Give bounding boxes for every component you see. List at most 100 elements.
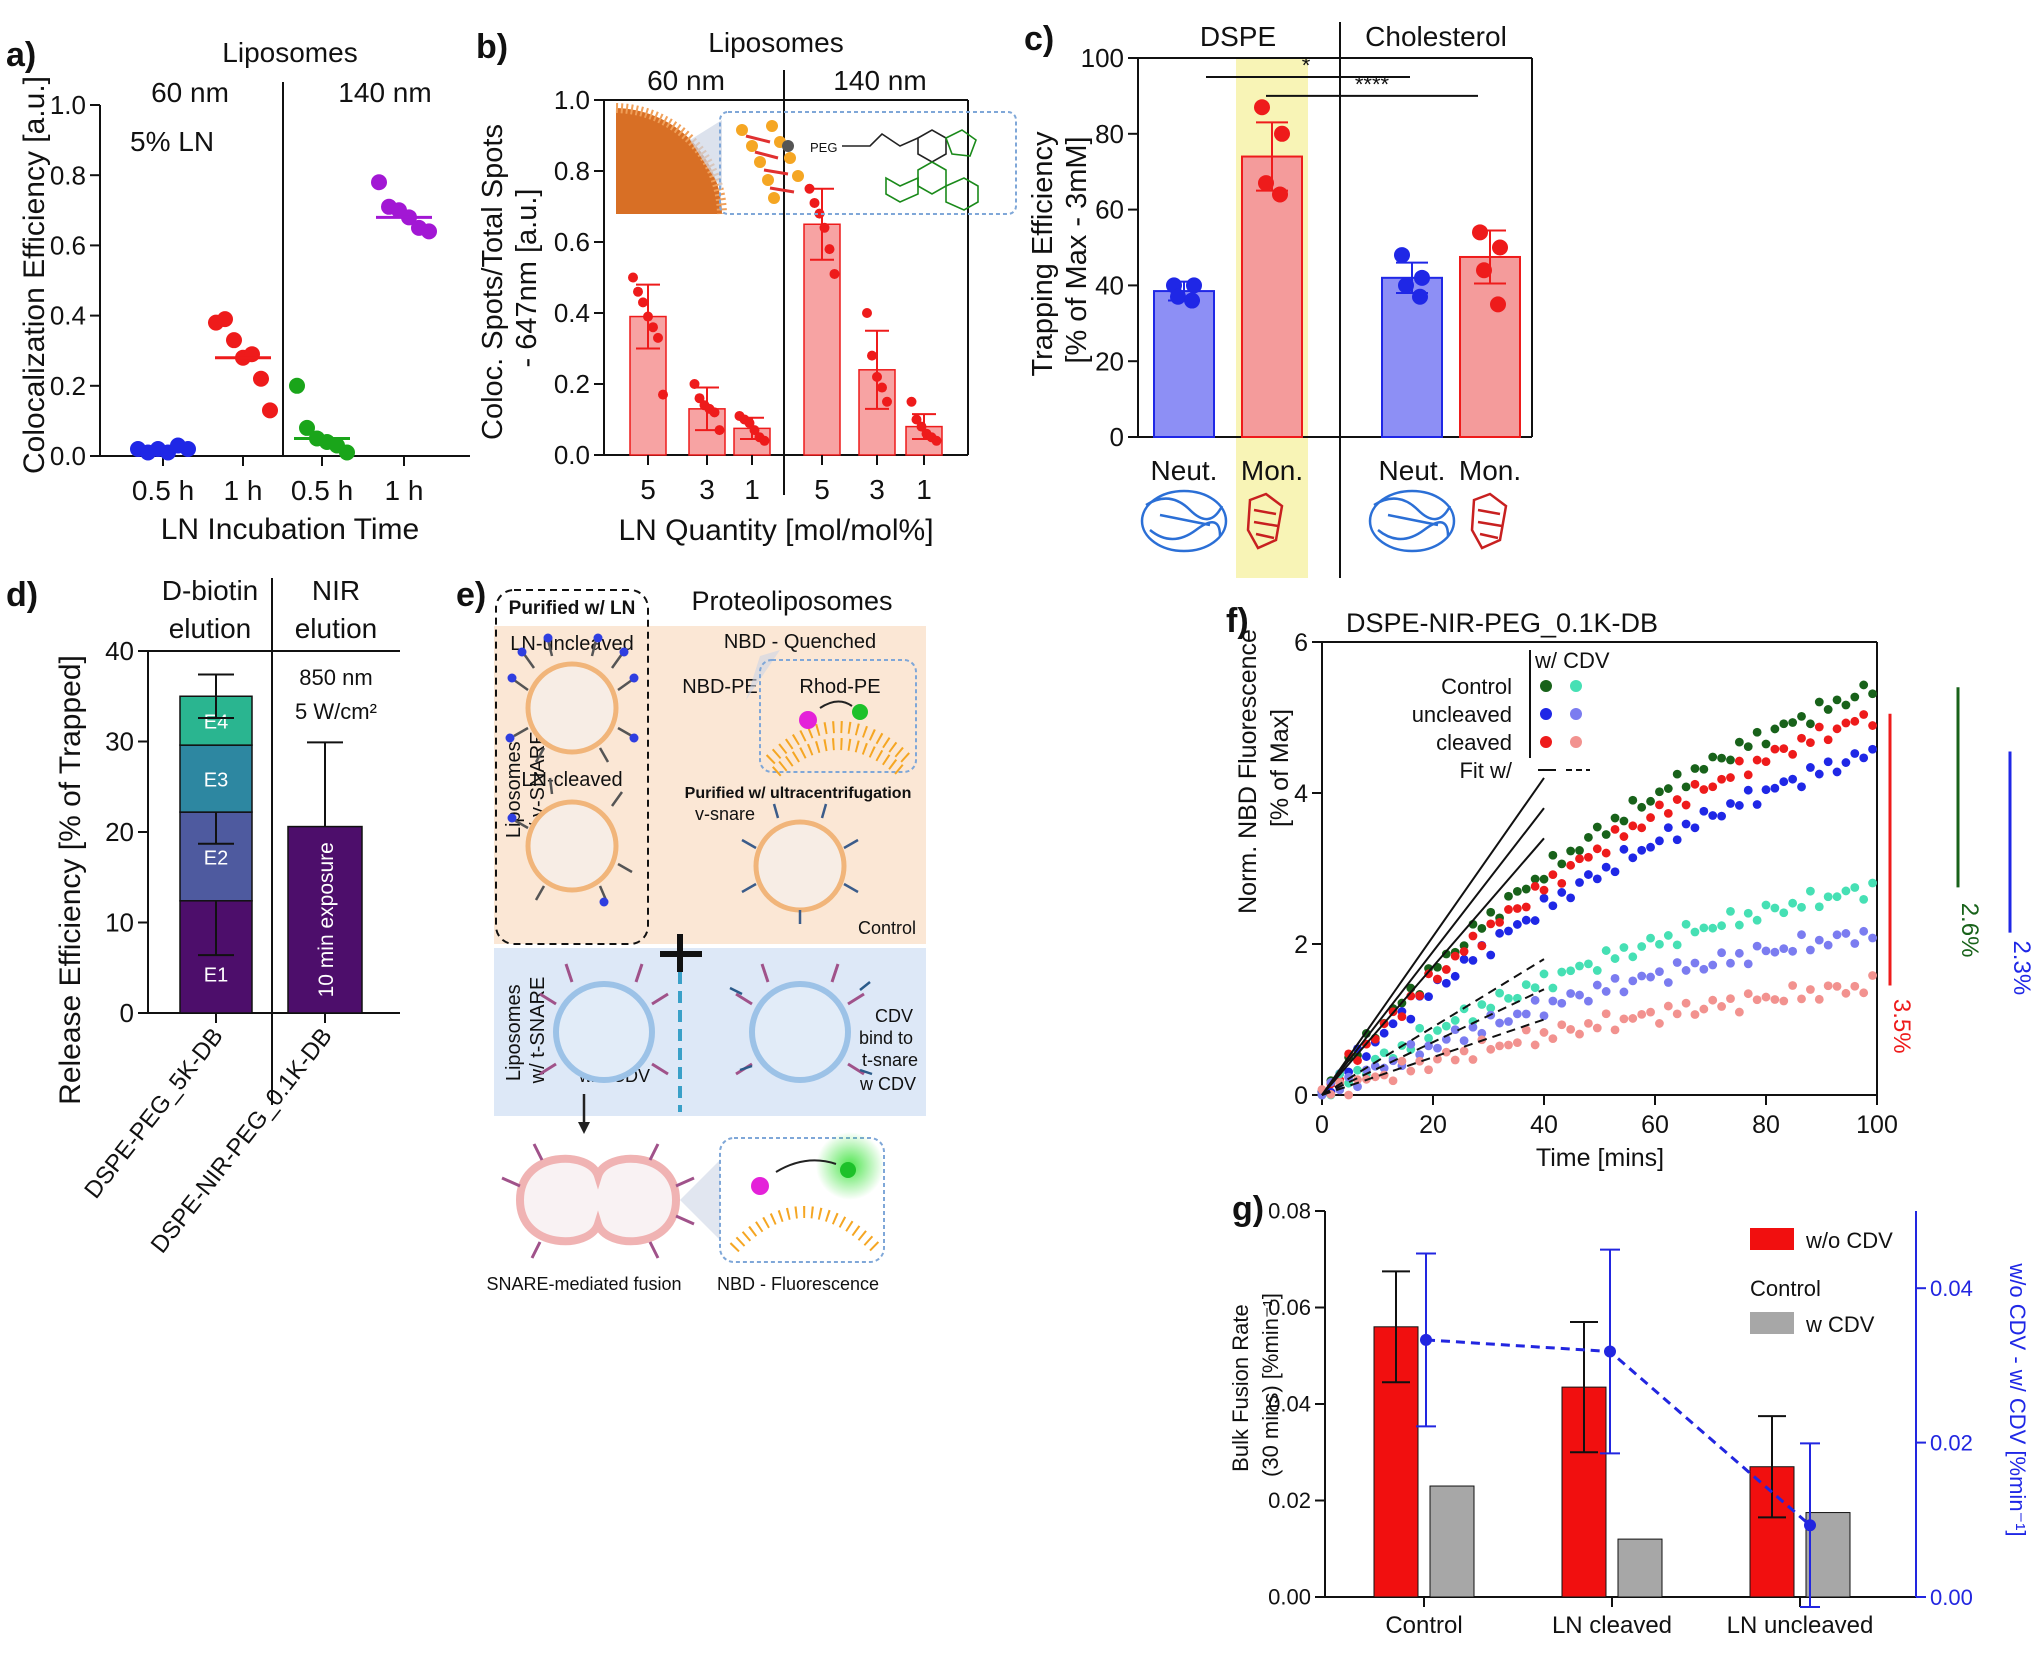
cdv-bind-line2: bind to [859, 1028, 913, 1048]
panel-g-ytick-label: 0.04 [1268, 1392, 1311, 1417]
panel-f-series-point [1717, 811, 1726, 821]
zoom-cone-icon [690, 120, 722, 190]
panel-c-xtick-label: Mon. [1459, 455, 1521, 486]
panel-f-series-point [1539, 1028, 1549, 1037]
panel-f-series-point [1610, 813, 1620, 823]
panel-f-series-point [1655, 800, 1664, 810]
panel-f-series-point [1797, 994, 1806, 1004]
panel-f-series-point [1681, 998, 1691, 1008]
panel-f-series-point [1601, 1009, 1611, 1019]
stack-label-e3: E3 [204, 770, 228, 792]
panel-f-series-point [1637, 802, 1647, 812]
panel-f-series-point [1450, 951, 1460, 961]
panel-f-xtick-label: 20 [1419, 1111, 1447, 1139]
panel-f-series-point [1406, 1066, 1416, 1076]
panel-f-series-point [1601, 946, 1611, 955]
panel-b-xtick-label: 1 [744, 474, 760, 505]
row1-label-line1: Liposomes [503, 741, 525, 838]
panel-f-series-point [1344, 1072, 1354, 1082]
panel-c-xtick-label: Neut. [1379, 455, 1446, 486]
panel-f-series-point [1521, 1025, 1531, 1035]
panel-b-xtick-label: 5 [814, 474, 830, 505]
panel-c-bar [1153, 290, 1215, 438]
panel-f-series-point [1859, 988, 1869, 998]
panel-b-point [906, 396, 917, 407]
panel-f-series-point [1575, 961, 1584, 971]
panel-f-xtick-label: 0 [1315, 1111, 1329, 1139]
nbd-fluorescence-label: NBD - Fluorescence [717, 1274, 879, 1294]
panel-c-point [1492, 239, 1508, 256]
panel-g-y2tick-label: 0.02 [1930, 1431, 1973, 1456]
panel-f-series-point [1699, 964, 1709, 974]
panel-b-point [628, 272, 638, 283]
panel-f-series-point [1628, 853, 1638, 863]
panel-f-series-point [1655, 787, 1664, 797]
panel-f-series-point [1850, 749, 1860, 758]
panel-f-fit-line [1321, 958, 1545, 1096]
panel-c-xtick-label: Neut. [1151, 455, 1218, 486]
panel-f-series-point [1539, 874, 1549, 884]
panel-b-point [744, 418, 755, 429]
panel-f-series-point [1610, 824, 1620, 834]
panel-f-series-point [1655, 836, 1664, 846]
purified-ln-label: Purified w/ LN [509, 598, 636, 619]
panel-f-series-point [1788, 774, 1798, 784]
panel-f-series-point [1761, 757, 1771, 767]
panel-f-series-point [1841, 700, 1851, 710]
panel-f-fit-line [1321, 807, 1545, 1096]
panel-f-series-point [1557, 859, 1567, 869]
panel-f-series-point [1663, 978, 1673, 987]
panel-f-series-point [1566, 846, 1576, 856]
panel-f-series-point [1788, 946, 1798, 956]
panel-f-series-point [1504, 1017, 1513, 1026]
panel-f-series-point [1362, 1052, 1371, 1061]
panel-f-series-point [1859, 926, 1869, 936]
panel-a-point [217, 311, 233, 328]
panel-b-ytick-label: 0.8 [554, 156, 590, 186]
panel-f-series-point [1459, 1046, 1469, 1056]
panel-g-plot: 0.00 0.02 0.04 0.06 0.08 0.00 0.02 0.04 Control L… [1268, 1199, 1973, 1639]
panel-f-series-point [1681, 819, 1691, 829]
panel-f-series-point [1770, 903, 1780, 913]
panel-b-xlabel: LN Quantity [mol/mol%] [618, 514, 933, 547]
panel-f-series-point [1459, 954, 1469, 964]
panel-f-ytick-label: 6 [1294, 629, 1308, 657]
panel-f-series-point [1592, 966, 1602, 975]
panel-f-series-point [1619, 816, 1629, 826]
panel-a-point [253, 370, 269, 387]
panel-d-group-dbiotin-line1: D-biotin [162, 575, 258, 606]
panel-f-series-point [1672, 1009, 1682, 1019]
panel-f-series-point [1734, 737, 1744, 747]
panel-f-series-point [1592, 980, 1602, 990]
panel-g-y2tick-label: 0.00 [1930, 1585, 1973, 1610]
panel-f-xtick-label: 40 [1530, 1111, 1558, 1139]
panel-b-ytick-label: 0.2 [554, 369, 590, 399]
panel-a-point [244, 346, 260, 363]
panel-f-series-point [1504, 993, 1513, 1003]
panel-f-series-point [1584, 852, 1593, 862]
panel-f-series-point [1806, 738, 1815, 747]
panel-f-series-point [1486, 919, 1496, 929]
panel-a-point [371, 174, 387, 191]
panel-f-series-point [1743, 770, 1753, 780]
panel-a-xtick-label: 1 h [224, 475, 263, 506]
panel-f-legend-marker [1540, 680, 1552, 692]
panel-g-xtick-label: LN uncleaved [1727, 1612, 1874, 1639]
panel-g-bar-w-cdv [1617, 1538, 1663, 1598]
panel-f-series-point [1619, 844, 1629, 854]
panel-f-series-point [1779, 719, 1789, 729]
panel-f-series-point [1575, 1029, 1584, 1039]
panel-f-series-point [1726, 906, 1735, 916]
panel-a-point [339, 444, 355, 461]
panel-d: d) D-biotin elution NIR elution 850 nm 5… [6, 575, 400, 1258]
panel-f-series-point [1868, 721, 1877, 730]
panel-f-series-point [1592, 822, 1602, 832]
panel-a-ylabel: Colocalization Efficiency [a.u.] [18, 76, 51, 474]
panel-c-group-dspe: DSPE [1200, 21, 1276, 52]
panel-f-series-point [1708, 782, 1718, 792]
panel-f-series-point [1841, 988, 1851, 998]
panel-c-point [1490, 296, 1506, 313]
panel-f-series-point [1806, 886, 1815, 896]
panel-f-series-point [1814, 697, 1824, 707]
panel-e: e) Purified w/ LN Proteoliposomes LN-unc… [456, 576, 926, 1294]
